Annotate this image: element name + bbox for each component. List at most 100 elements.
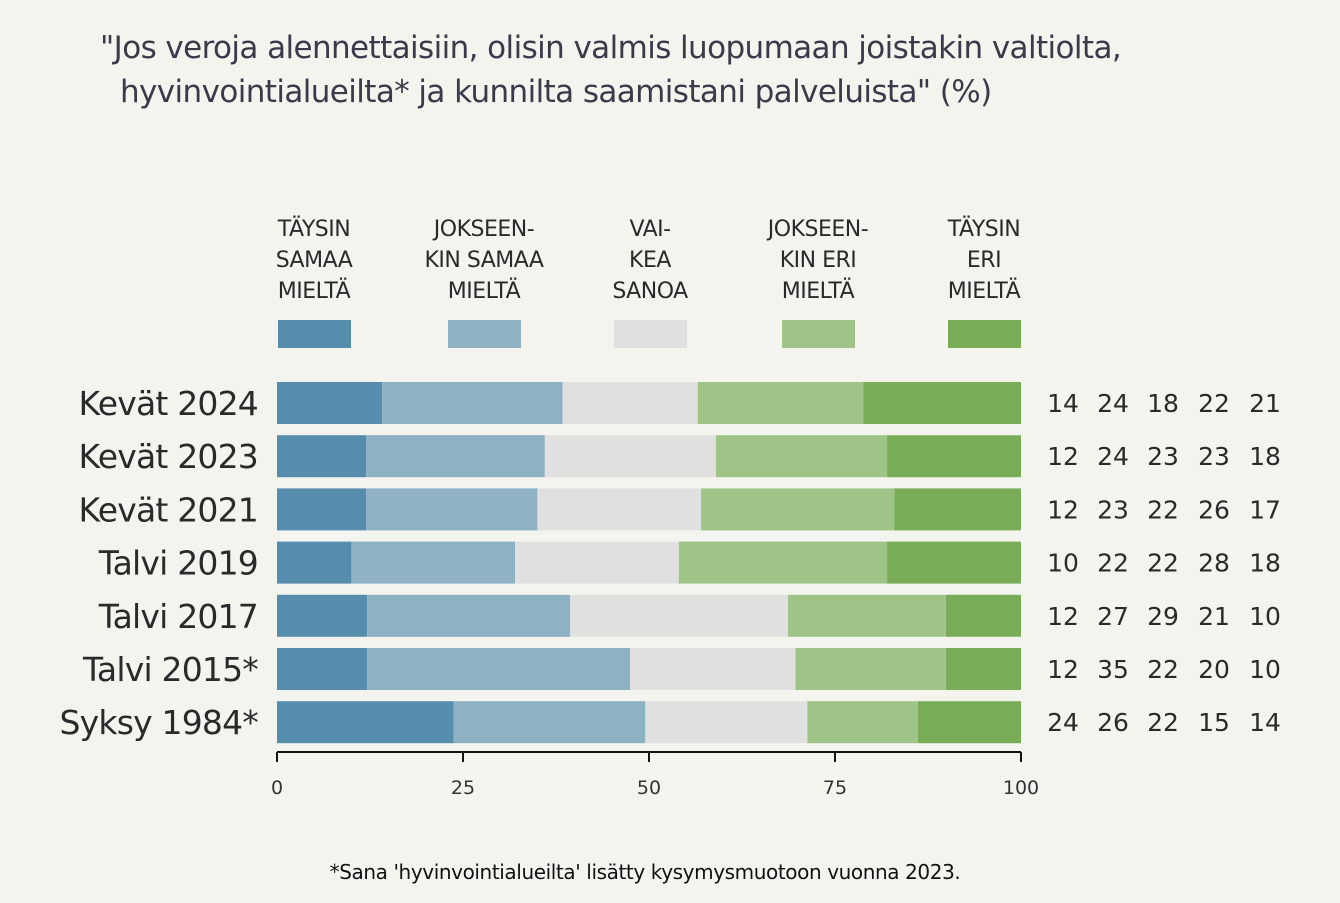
legend-swatch: [277, 320, 351, 348]
bar-segment: [515, 541, 679, 584]
bar-segment: [894, 488, 1021, 531]
legend-label: VAI- KEA SANOA: [612, 217, 688, 304]
legend-swatch: [781, 320, 855, 348]
value-label: 20: [1198, 655, 1230, 684]
value-label: 12: [1047, 442, 1079, 471]
value-label: 18: [1249, 549, 1281, 578]
x-tick-label: 75: [823, 777, 847, 799]
legend-swatch: [447, 320, 521, 348]
legend-swatch: [613, 320, 687, 348]
value-label: 10: [1249, 602, 1281, 631]
value-label: 22: [1147, 708, 1179, 737]
value-label: 12: [1047, 602, 1079, 631]
value-label: 14: [1047, 389, 1079, 418]
value-label: 24: [1097, 389, 1129, 418]
value-label: 12: [1047, 495, 1079, 524]
legend-label: JOKSEEN- KIN SAMAA MIELTÄ: [424, 217, 544, 304]
bar-segment: [562, 382, 698, 424]
bar-segment: [788, 594, 946, 637]
bar-segment: [945, 648, 1021, 690]
value-label: 23: [1097, 495, 1129, 524]
legend-swatch: [947, 320, 1021, 348]
legend-label: TÄYSIN ERI MIELTÄ: [947, 217, 1021, 304]
bar-segment: [351, 541, 516, 584]
legend-item-taysin-eri: TÄYSIN ERI MIELTÄ: [894, 214, 1074, 348]
bar-segment: [917, 701, 1021, 744]
chart-title-line-1: "Jos veroja alennettaisiin, olisin valmi…: [100, 30, 1122, 66]
bar-segment: [630, 648, 796, 690]
legend-item-jokseenkin-eri: JOKSEEN- KIN ERI MIELTÄ: [728, 214, 908, 348]
value-label: 21: [1249, 389, 1281, 418]
value-label: 26: [1097, 708, 1129, 737]
value-label: 24: [1097, 442, 1129, 471]
value-label: 22: [1147, 549, 1179, 578]
value-label: 24: [1047, 708, 1079, 737]
bar-segment: [701, 488, 895, 531]
bar-segment: [277, 701, 454, 744]
bar-segment: [382, 382, 563, 424]
value-label: 18: [1147, 389, 1179, 418]
legend-item-taysin-samaa: TÄYSIN SAMAA MIELTÄ: [224, 214, 404, 348]
bar-segment: [277, 382, 383, 424]
value-label: 29: [1147, 602, 1179, 631]
bar-segment: [537, 488, 702, 531]
category-label: Talvi 2017: [98, 597, 258, 636]
legend-label: JOKSEEN- KIN ERI MIELTÄ: [767, 217, 869, 304]
value-label: 22: [1097, 549, 1129, 578]
legend-label: TÄYSIN SAMAA MIELTÄ: [275, 217, 353, 304]
bar-segment: [367, 648, 631, 690]
legend-item-jokseenkin-samaa: JOKSEEN- KIN SAMAA MIELTÄ: [394, 214, 574, 348]
chart-title: "Jos veroja alennettaisiin, olisin valmi…: [100, 26, 1300, 114]
category-label: Kevät 2024: [79, 384, 258, 423]
bar-segment: [645, 701, 808, 744]
bar-segment: [697, 382, 864, 424]
category-label: Talvi 2015*: [82, 650, 258, 689]
x-tick-label: 25: [451, 777, 475, 799]
category-label: Kevät 2023: [79, 437, 258, 476]
value-label: 35: [1097, 655, 1129, 684]
footnote: *Sana 'hyvinvointialueilta' lisätty kysy…: [329, 860, 961, 884]
chart-title-line-2: hyvinvointialueilta* ja kunnilta saamist…: [120, 74, 992, 110]
value-label: 14: [1249, 708, 1281, 737]
bar-segment: [887, 435, 1021, 478]
x-tick-label: 100: [1003, 777, 1039, 799]
value-label: 28: [1198, 549, 1230, 578]
bar-segment: [277, 594, 368, 637]
value-label: 22: [1198, 389, 1230, 418]
bar-segment: [277, 648, 368, 690]
bar-segment: [887, 541, 1021, 584]
x-tick-label: 50: [637, 777, 661, 799]
bar-segment: [945, 594, 1021, 637]
value-label: 22: [1147, 655, 1179, 684]
bar-segment: [715, 435, 888, 478]
bar-segment: [367, 594, 571, 637]
value-label: 23: [1198, 442, 1230, 471]
value-label: 17: [1249, 495, 1281, 524]
bar-segment: [453, 701, 646, 744]
value-label: 27: [1097, 602, 1129, 631]
value-label: 12: [1047, 655, 1079, 684]
bar-segment: [570, 594, 789, 637]
bar-segment: [366, 488, 538, 531]
bar-segment: [863, 382, 1021, 424]
bar-segment: [544, 435, 716, 478]
bar-segment: [795, 648, 946, 690]
value-label: 18: [1249, 442, 1281, 471]
value-label: 15: [1198, 708, 1230, 737]
value-label: 23: [1147, 442, 1179, 471]
bar-segment: [366, 435, 545, 478]
value-label: 10: [1249, 655, 1281, 684]
value-label: 21: [1198, 602, 1230, 631]
category-label: Kevät 2021: [79, 490, 258, 529]
bar-segment: [277, 488, 367, 531]
category-label: Talvi 2019: [98, 544, 258, 583]
bar-segment: [277, 541, 352, 584]
bar-segment: [277, 435, 367, 478]
value-label: 26: [1198, 495, 1230, 524]
value-label: 10: [1047, 549, 1079, 578]
category-label: Syksy 1984*: [60, 703, 259, 742]
bar-segment: [807, 701, 918, 744]
legend-item-vaikea-sanoa: VAI- KEA SANOA: [560, 214, 740, 348]
value-label: 22: [1147, 495, 1179, 524]
